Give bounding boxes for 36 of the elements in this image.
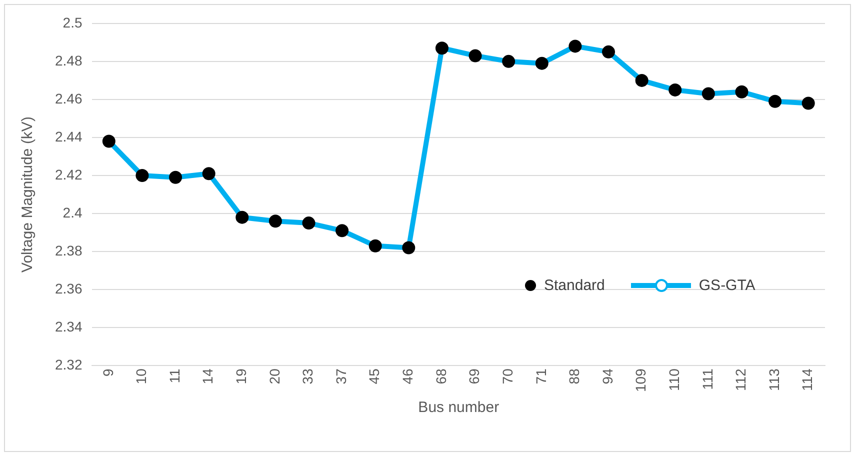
- y-tick-label: 2.38: [55, 242, 82, 258]
- x-tick-label: 11: [166, 368, 182, 384]
- x-tick-label: 114: [799, 368, 816, 391]
- x-tick-label: 113: [766, 368, 782, 391]
- x-tick-label: 68: [432, 368, 449, 384]
- x-tick-label: 33: [300, 368, 316, 384]
- x-tick-label: 70: [499, 368, 516, 384]
- y-tick-label: 2.42: [55, 166, 82, 182]
- x-tick-label: 94: [599, 368, 616, 384]
- x-tick-label: 109: [632, 368, 649, 392]
- x-tick-label: 112: [732, 368, 749, 391]
- x-tick-label: 14: [200, 368, 216, 384]
- y-tick-label: 2.44: [55, 128, 82, 144]
- legend-label: GS-GTA: [698, 276, 756, 294]
- x-tick-label: 20: [266, 368, 282, 384]
- legend-label: Standard: [544, 276, 605, 294]
- y-tick-label: 2.5: [62, 14, 82, 30]
- y-tick-label: 2.46: [55, 90, 82, 106]
- y-tick-label: 2.4: [62, 204, 82, 220]
- x-tick-label: 111: [699, 368, 716, 390]
- x-tick-label: 46: [400, 368, 416, 384]
- x-tick-label: 10: [133, 368, 150, 384]
- x-axis-title: Bus number: [418, 399, 500, 416]
- x-tick-label: 88: [566, 368, 582, 384]
- x-tick-label: 71: [532, 368, 549, 384]
- y-tick-label: 2.48: [55, 52, 82, 68]
- x-tick-label: 45: [366, 368, 382, 384]
- y-tick-label: 2.36: [55, 280, 82, 296]
- x-tick-label: 110: [666, 368, 682, 391]
- x-tick-label: 69: [466, 368, 482, 384]
- y-tick-label: 2.34: [55, 318, 82, 334]
- y-axis-title: Voltage Magnitude (kV): [19, 116, 36, 272]
- x-tick-label: 37: [332, 368, 349, 384]
- x-tick-label: 9: [100, 368, 116, 376]
- x-tick-label: 19: [232, 368, 249, 384]
- y-tick-label: 2.32: [55, 356, 82, 372]
